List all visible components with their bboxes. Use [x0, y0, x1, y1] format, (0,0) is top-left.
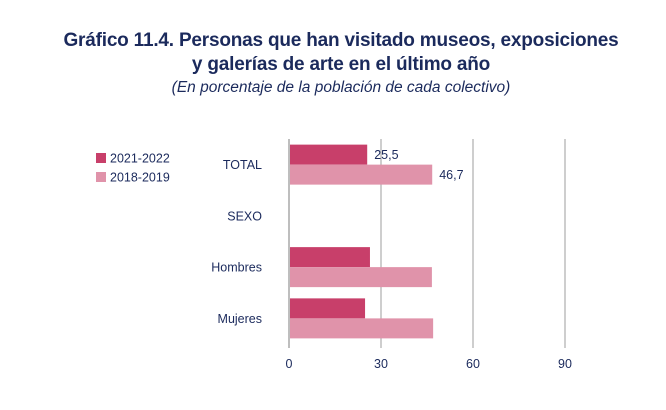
- data-label: 46,7: [439, 168, 463, 182]
- x-tick-label: 0: [286, 357, 293, 371]
- legend-label: 2021-2022: [110, 152, 170, 166]
- legend-swatch: [96, 153, 106, 163]
- x-tick-label: 30: [374, 357, 388, 371]
- category-label: Mujeres: [218, 312, 262, 326]
- chart-title-line2: y galerías de arte en el último año: [191, 54, 491, 75]
- category-label: SEXO: [227, 209, 262, 223]
- data-label: 25,5: [374, 148, 398, 162]
- x-tick-label: 90: [558, 357, 572, 371]
- bar-2021-2022: [290, 247, 370, 268]
- bar-2021-2022: [290, 298, 366, 319]
- x-tick-label: 60: [466, 357, 480, 371]
- category-label: TOTAL: [223, 158, 262, 172]
- legend-swatch: [96, 172, 106, 182]
- bar-2018-2019: [290, 164, 433, 185]
- chart-subtitle: (En porcentaje de la población de cada c…: [171, 79, 511, 96]
- category-label: Hombres: [211, 261, 262, 275]
- chart-title: Gráfico 11.4. Personas que han visitado …: [63, 30, 619, 51]
- bar-2021-2022: [290, 144, 368, 165]
- legend-label: 2018-2019: [110, 171, 170, 185]
- bar-2018-2019: [290, 318, 434, 339]
- bar-2018-2019: [290, 267, 432, 288]
